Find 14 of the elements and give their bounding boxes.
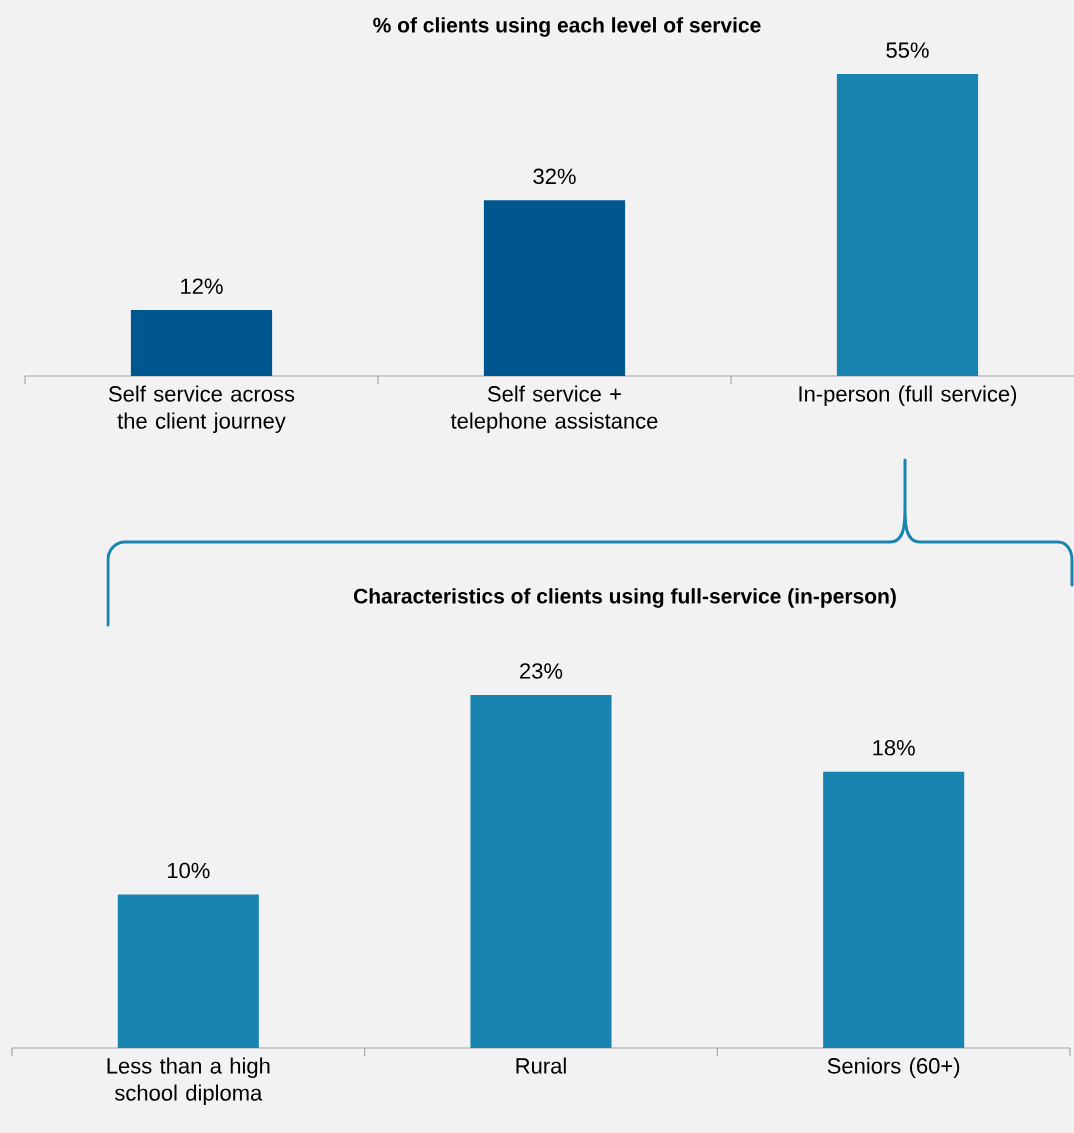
x-tick-label: Self service + telephone assistance	[450, 385, 658, 434]
data-label: 12%	[181, 278, 223, 294]
chart-title: Characteristics of clients using full-service (in-person)	[353, 588, 896, 608]
data-label: 10%	[167, 862, 210, 879]
chart-title: % of clients using each level of service	[373, 17, 761, 37]
data-label: 55%	[886, 42, 929, 58]
x-tick-label: In-person (full service)	[799, 385, 1017, 407]
data-label: 32%	[533, 168, 576, 185]
x-tick-label: Less than a high school diploma	[107, 1057, 270, 1106]
data-label: 23%	[520, 663, 563, 679]
x-tick-label: Self service across the client journey	[108, 385, 295, 434]
x-tick-label: Rural	[516, 1057, 566, 1074]
data-label: 18%	[873, 739, 915, 756]
x-tick-label: Seniors (60+)	[827, 1057, 960, 1079]
